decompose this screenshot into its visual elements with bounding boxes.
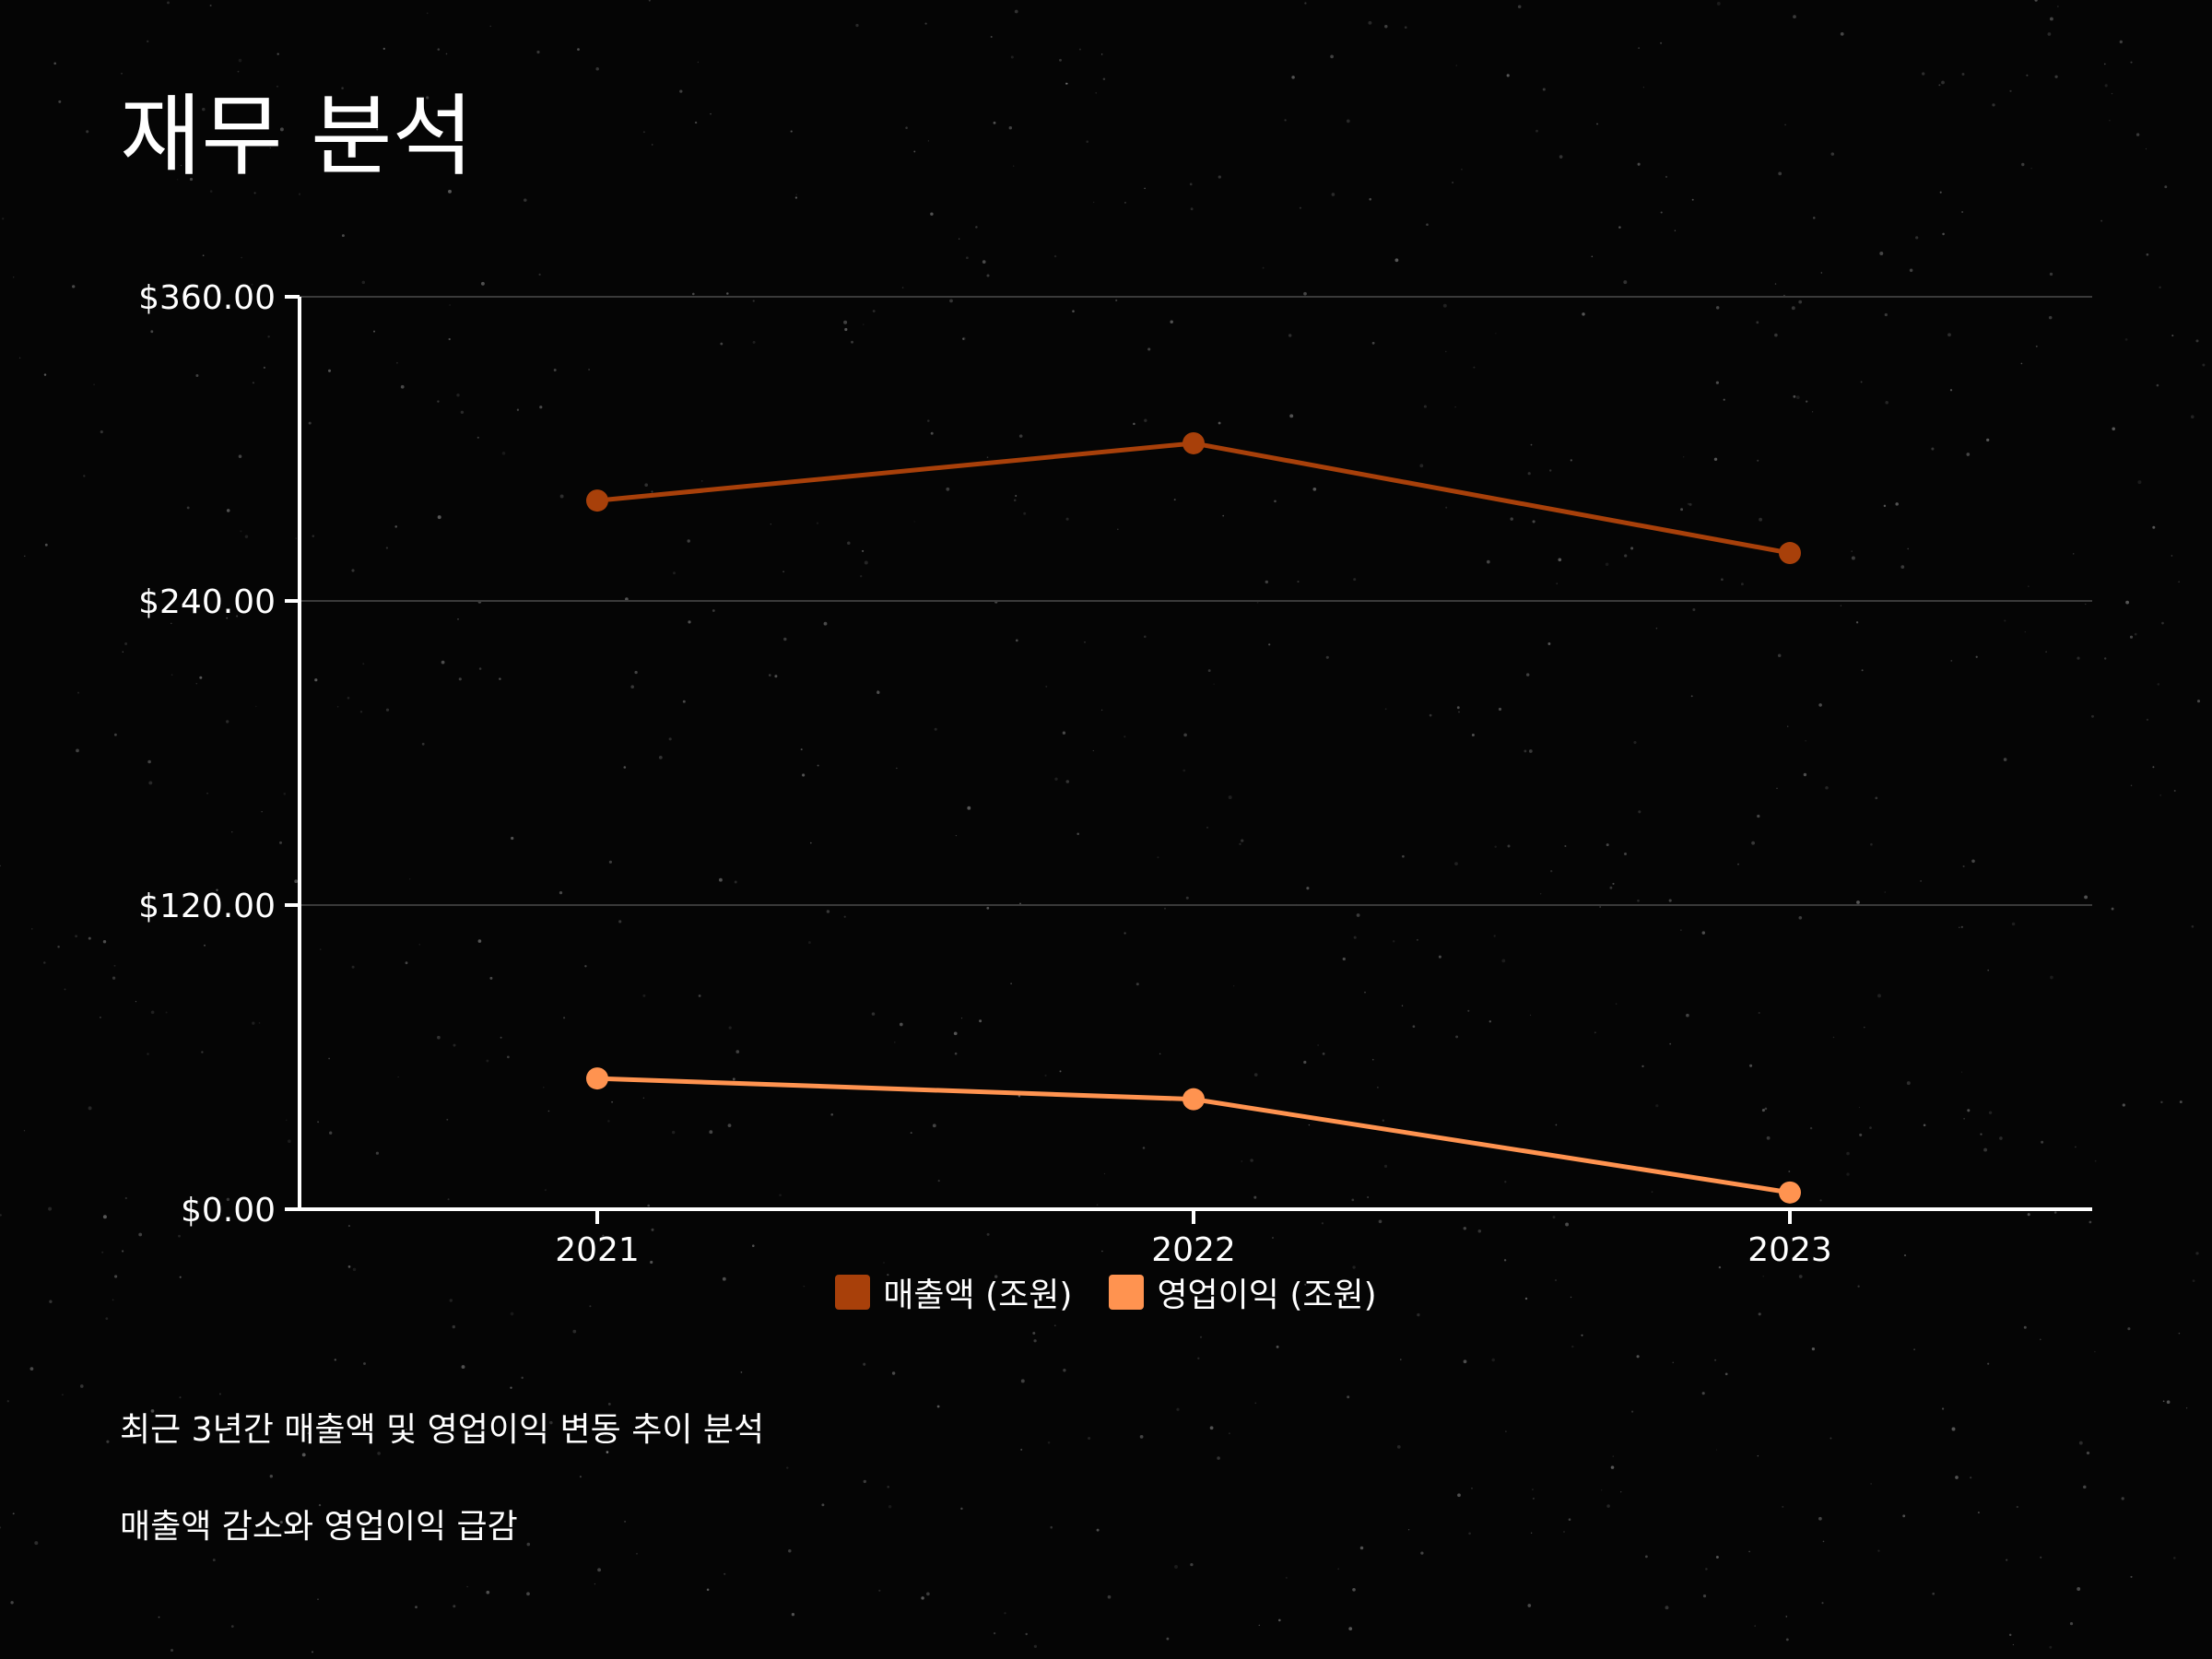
series-1-point-2023 [1779, 1181, 1801, 1204]
series-line-0 [596, 441, 1791, 556]
note-trend-summary: 최근 3년간 매출액 및 영업이익 변동 추이 분석 [120, 1411, 765, 1449]
legend-label-revenue: 매출액 (조원) [883, 1277, 1073, 1314]
x-tick-label-2023: 2023 [1747, 1231, 1832, 1269]
y-tick-label-0: $0.00 [181, 1192, 276, 1230]
y-tick-label-2: $240.00 [138, 583, 276, 621]
note-conclusion: 매출액 감소와 영업이익 급감 [120, 1508, 518, 1547]
chart-legend: 매출액 (조원) 영업이익 (조원) [0, 1268, 2212, 1316]
legend-item-revenue[interactable]: 매출액 (조원) [835, 1268, 1072, 1316]
x-tick-label-2021: 2021 [555, 1231, 640, 1269]
series-1-point-2021 [586, 1067, 608, 1090]
y-tick-label-3: $360.00 [138, 279, 276, 317]
page-title: 재무 분석 [120, 85, 474, 188]
series-0-point-2023 [1779, 542, 1801, 565]
y-tick-label-1: $120.00 [138, 888, 276, 925]
x-tick-label-2022: 2022 [1151, 1231, 1236, 1269]
legend-swatch-operating-profit [1109, 1275, 1145, 1310]
series-0-point-2022 [1182, 431, 1205, 454]
legend-label-operating-profit: 영업이익 (조원) [1157, 1277, 1377, 1314]
legend-swatch-revenue [835, 1275, 871, 1310]
analysis-notes: 최근 3년간 매출액 및 영업이익 변동 추이 분석 매출액 감소와 영업이익 … [120, 1410, 764, 1604]
series-0-point-2021 [586, 489, 608, 512]
legend-item-operating-profit[interactable]: 영업이익 (조원) [1109, 1268, 1377, 1316]
series-1-point-2022 [1182, 1088, 1205, 1111]
